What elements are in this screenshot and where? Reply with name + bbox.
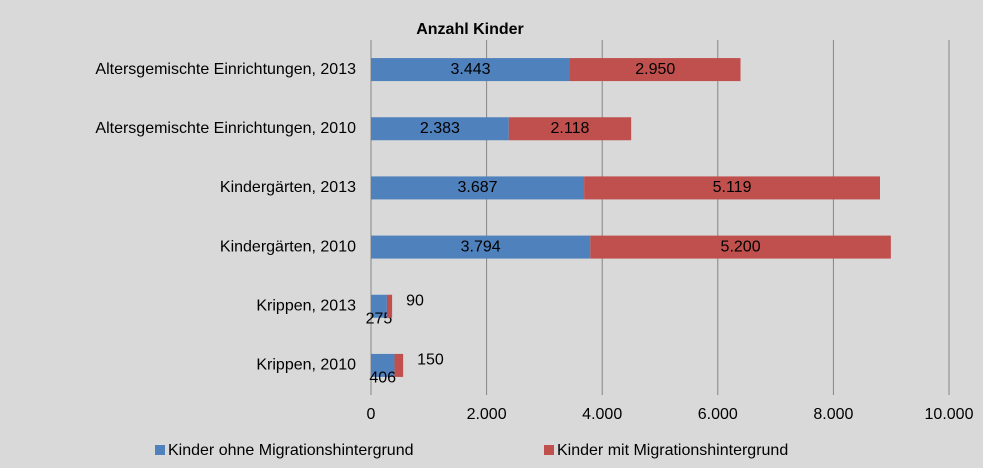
legend-swatch [544,445,554,455]
data-label: 5.119 [713,179,752,196]
legend-label: Kinder mit Migrationshintergrund [557,442,788,459]
data-label: 2.118 [551,120,590,137]
bar [508,117,632,141]
y-tick-label: Kindergärten, 2010 [220,238,356,255]
bar [590,235,891,259]
x-tick-label: 4.000 [582,406,622,423]
legend-label: Kinder ohne Migrationshintergrund [168,442,413,459]
x-tick-label: 8.000 [813,406,853,423]
data-label: 90 [406,292,424,309]
data-label: 275 [366,310,393,327]
data-label: 3.794 [461,238,501,255]
bar [570,58,741,82]
data-label: 2.383 [420,120,460,137]
x-tick-label: 0 [367,406,376,423]
legend-swatch [155,445,165,455]
bar [394,353,404,377]
bar [584,176,880,200]
bar [371,176,585,200]
data-label: 5.200 [721,238,761,255]
y-tick-label: Krippen, 2013 [256,297,356,314]
data-label: 3.687 [458,179,498,196]
bar [371,117,509,141]
bar [371,353,395,377]
chart-title: Anzahl Kinder [416,21,524,38]
x-tick-label: 6.000 [698,406,738,423]
bar [386,294,393,318]
y-tick-label: Kindergärten, 2013 [220,179,356,196]
x-tick-label: 2.000 [467,406,507,423]
bar [371,235,591,259]
data-label: 2.950 [635,61,675,78]
x-tick-label: 10.000 [925,406,974,423]
data-label: 150 [417,352,444,369]
bar [371,58,571,82]
bar [371,294,387,318]
y-tick-label: Krippen, 2010 [256,357,356,374]
y-tick-label: Altersgemischte Einrichtungen, 2010 [95,120,356,137]
y-tick-label: Altersgemischte Einrichtungen, 2013 [95,61,356,78]
data-label: 406 [369,370,396,387]
data-label: 3.443 [450,61,490,78]
